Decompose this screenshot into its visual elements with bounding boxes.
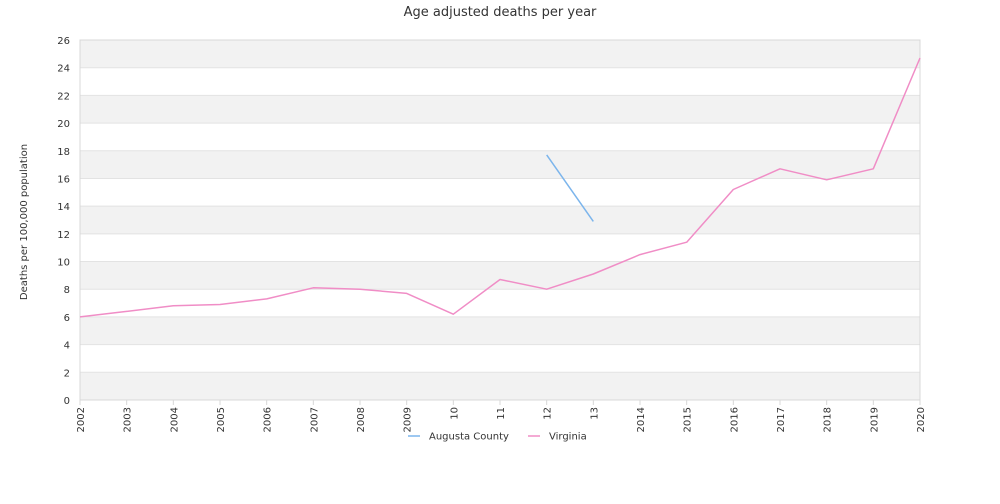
grid-band [80,95,920,124]
y-tick-label: 20 [57,119,70,130]
x-tick-label: 12 [543,407,554,420]
x-tick-label: 2004 [169,407,180,432]
legend-label: Virginia [549,432,587,443]
grid-band [80,206,920,234]
grid-band [80,261,920,290]
series-line [546,154,594,222]
y-tick-label: 4 [64,341,70,352]
x-tick-label: 13 [589,407,600,420]
x-tick-label: 2003 [123,407,134,432]
y-tick-label: 26 [57,36,70,47]
x-tick-label: 2017 [776,407,787,432]
x-tick-label: 2006 [263,407,274,432]
x-axis-ticks: 2002 2003 2004 2005 2006 2007 2008 2009 10 11 12 13… [76,400,927,432]
x-tick-label: 10 [449,407,460,420]
x-tick-label: 2019 [869,407,880,432]
x-tick-label: 2009 [403,407,414,432]
x-tick-label: 2015 [683,407,694,432]
x-tick-label: 2018 [823,407,834,432]
x-tick-label: 2014 [636,407,647,432]
series-lines [79,57,921,318]
x-tick-label: 2002 [76,407,87,432]
x-tick-label: 2020 [916,407,927,432]
y-tick-label: 14 [57,202,70,213]
grid-band [80,40,920,68]
x-tick-label: 11 [496,407,507,420]
x-tick-label: 2016 [729,407,740,432]
legend-label: Augusta County [429,432,509,443]
grid-bands [80,40,920,400]
legend: Augusta County Virginia [408,432,587,443]
y-tick-label: 8 [64,285,70,296]
y-tick-label: 16 [57,174,70,185]
grid-band [80,372,920,400]
y-tick-label: 0 [64,396,70,407]
y-tick-label: 10 [57,258,70,269]
series-line [79,57,921,318]
x-tick-label: 2005 [216,407,227,432]
chart-title: Age adjusted deaths per year [404,5,597,20]
y-tick-label: 12 [57,230,70,241]
y-tick-label: 2 [64,368,70,379]
grid-band [80,150,920,179]
y-tick-label: 24 [57,64,70,75]
y-tick-label: 22 [57,91,70,102]
y-tick-label: 6 [64,313,70,324]
y-tick-label: 18 [57,147,70,158]
x-tick-label: 2007 [309,407,320,432]
grid-band [80,316,920,345]
y-axis-label: Deaths per 100,000 population [19,144,30,300]
x-tick-label: 2008 [356,407,367,432]
